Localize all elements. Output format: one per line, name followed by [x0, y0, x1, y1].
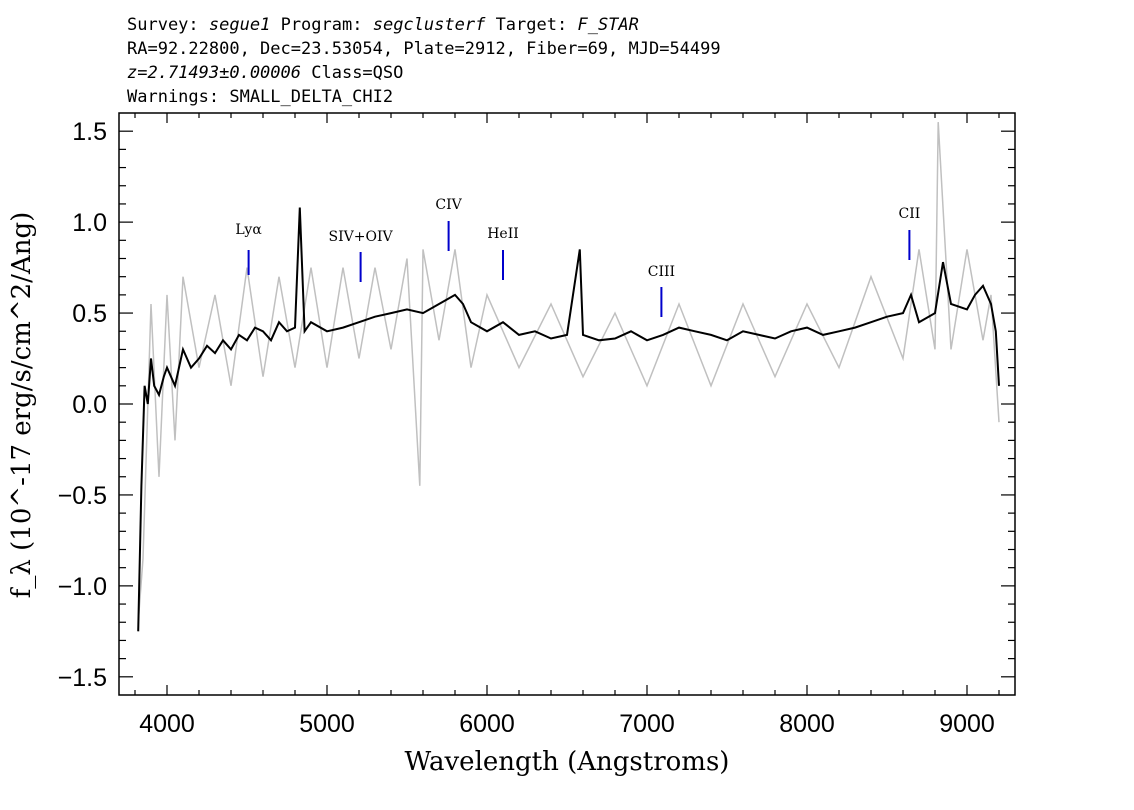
x-tick-label: 9000: [939, 710, 995, 738]
survey-label: Survey:: [127, 15, 199, 35]
x-tick-label: 6000: [459, 710, 515, 738]
y-tick-label: 1.0: [72, 209, 107, 237]
x-axis-title: Wavelength (Angstroms): [405, 747, 730, 777]
y-tick-label: −0.5: [58, 482, 107, 510]
plot-frame: [118, 112, 1016, 696]
y-axis-title: f_λ (10^-17 erg/s/cm^2/Ang): [7, 212, 37, 598]
flux-series-group: [137, 207, 1000, 632]
redshift-value: z=2.71493±0.00006: [127, 63, 301, 83]
x-tick-label: 7000: [619, 710, 675, 738]
x-tick-label: 8000: [779, 710, 835, 738]
header-line-2: RA=92.22800, Dec=23.53054, Plate=2912, F…: [127, 39, 721, 59]
header-line-1: Survey: segue1 Program: segclusterf Targ…: [127, 15, 639, 35]
y-tick-label: 1.5: [72, 118, 107, 146]
target-value: F_STAR: [577, 15, 638, 35]
y-tick-label: 0.5: [72, 300, 107, 328]
noise-series-line: [137, 122, 1000, 623]
program-label: Program:: [281, 15, 363, 35]
flux-series-line: [137, 207, 1000, 632]
line-label-cii: CII: [899, 206, 921, 222]
survey-value: segue1: [209, 15, 270, 35]
target-label: Target:: [496, 15, 568, 35]
noise-series-group: [137, 122, 1000, 623]
program-value: segclusterf: [373, 15, 486, 35]
line-label-ciii: CIII: [648, 264, 675, 280]
y-tick-label: −1.0: [58, 573, 107, 601]
y-tick-label: 0.0: [72, 391, 107, 419]
header-line-3: z=2.71493±0.00006 Class=QSO: [127, 63, 403, 83]
line-label-civ: CIV: [435, 197, 462, 213]
line-label-heii: HeII: [487, 226, 519, 242]
x-tick-label: 4000: [139, 710, 195, 738]
line-label-siv-oiv: SIV+OIV: [329, 229, 394, 245]
class-value: Class=QSO: [311, 63, 403, 83]
axes-group: 4000 5000 6000 7000 8000 9000 −1.5 −1.0 −0.5 0.0 0…: [58, 112, 1016, 738]
header-line-4: Warnings: SMALL_DELTA_CHI2: [127, 87, 393, 107]
x-tick-label: 5000: [299, 710, 355, 738]
line-label-ly: Lyα: [235, 222, 262, 238]
line-marker-group: Lyα SIV+OIV CIV HeII CIII CII: [235, 197, 920, 317]
y-tick-label: −1.5: [58, 664, 107, 692]
